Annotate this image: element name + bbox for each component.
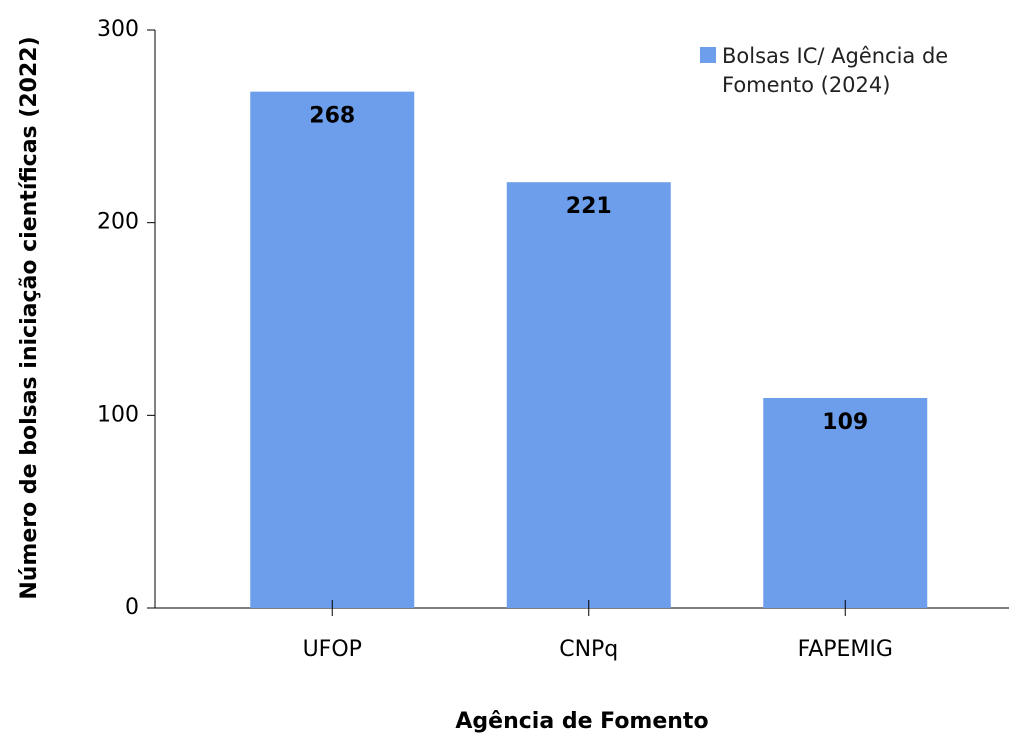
y-tick-label: 200 [97, 210, 139, 235]
bar [250, 91, 415, 609]
x-tick-label: FAPEMIG [798, 637, 893, 662]
bar [506, 182, 671, 608]
y-axis-label: Número de bolsas iniciação científicas (… [17, 36, 42, 599]
x-tick-label: UFOP [303, 637, 362, 662]
y-tick-label: 100 [97, 402, 139, 427]
x-axis-label: Agência de Fomento [455, 709, 708, 734]
legend-swatch [700, 47, 716, 63]
data-label: 109 [822, 410, 868, 435]
x-tick-label: CNPq [559, 637, 618, 662]
data-label: 268 [309, 104, 355, 129]
y-tick-label: 300 [97, 17, 139, 42]
legend-label: Bolsas IC/ Agência de Fomento (2024) [722, 44, 949, 97]
bar [763, 397, 928, 608]
data-label: 221 [566, 194, 612, 219]
y-tick-label: 0 [125, 595, 139, 620]
